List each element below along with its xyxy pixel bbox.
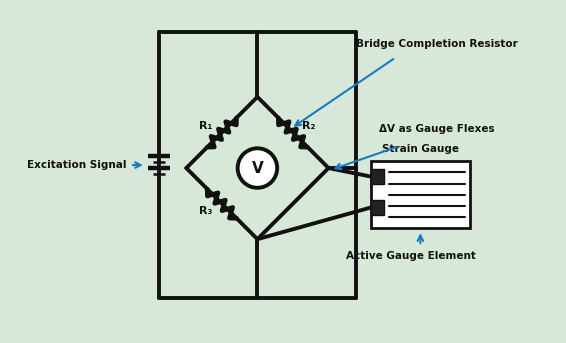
FancyBboxPatch shape [371, 169, 384, 184]
Text: R₃: R₃ [199, 205, 213, 215]
Text: R₂: R₂ [302, 121, 315, 131]
Text: Bridge Completion Resistor: Bridge Completion Resistor [356, 38, 518, 49]
Text: R₁: R₁ [199, 121, 213, 131]
Text: V: V [251, 161, 263, 176]
Text: ΔV as Gauge Flexes: ΔV as Gauge Flexes [379, 123, 495, 133]
FancyBboxPatch shape [371, 200, 384, 215]
Circle shape [238, 148, 277, 188]
FancyBboxPatch shape [371, 161, 470, 228]
Text: Active Gauge Element: Active Gauge Element [346, 251, 475, 261]
Text: Strain Gauge: Strain Gauge [382, 144, 459, 154]
Text: Excitation Signal: Excitation Signal [27, 160, 126, 170]
